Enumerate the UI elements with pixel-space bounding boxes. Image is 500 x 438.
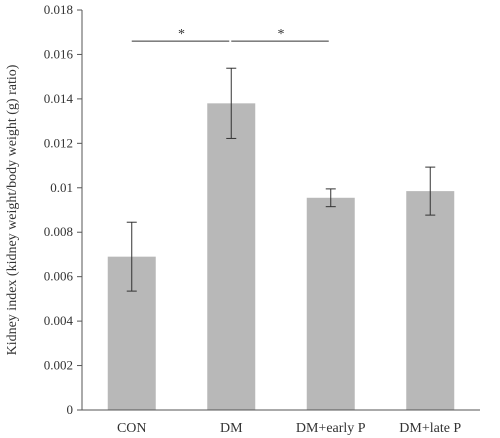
y-tick-label: 0.014 [44, 91, 74, 106]
significance-star: * [178, 27, 185, 42]
y-tick-label: 0.01 [50, 180, 73, 195]
significance-star: * [278, 27, 285, 42]
x-category-label: DM [220, 421, 243, 436]
y-tick-label: 0.018 [44, 2, 73, 17]
y-tick-label: 0 [67, 402, 74, 417]
y-tick-label: 0.008 [44, 224, 73, 239]
y-tick-label: 0.002 [44, 358, 73, 373]
significance-markers: * * [131, 27, 329, 42]
error-bars [126, 67, 436, 292]
x-category-label: DM+late P [399, 421, 461, 436]
y-tick-label: 0.004 [44, 313, 74, 328]
y-tick-label: 0.006 [44, 269, 74, 284]
bars [107, 103, 455, 410]
y-tick-label: 0.012 [44, 135, 73, 150]
x-category-label: DM+early P [296, 421, 366, 436]
y-axis-title: Kidney index (kidney weight/body weight … [5, 64, 20, 355]
bar [207, 103, 256, 410]
bar [406, 191, 455, 410]
y-axis-ticks: 0 0.002 0.004 0.006 0.008 0.01 0.012 0.014 0.016… [44, 2, 82, 417]
y-tick-label: 0.016 [44, 46, 74, 61]
x-category-label: CON [117, 421, 147, 436]
bar [306, 197, 355, 410]
x-axis-categories: CON DM DM+early P DM+late P [117, 421, 461, 436]
